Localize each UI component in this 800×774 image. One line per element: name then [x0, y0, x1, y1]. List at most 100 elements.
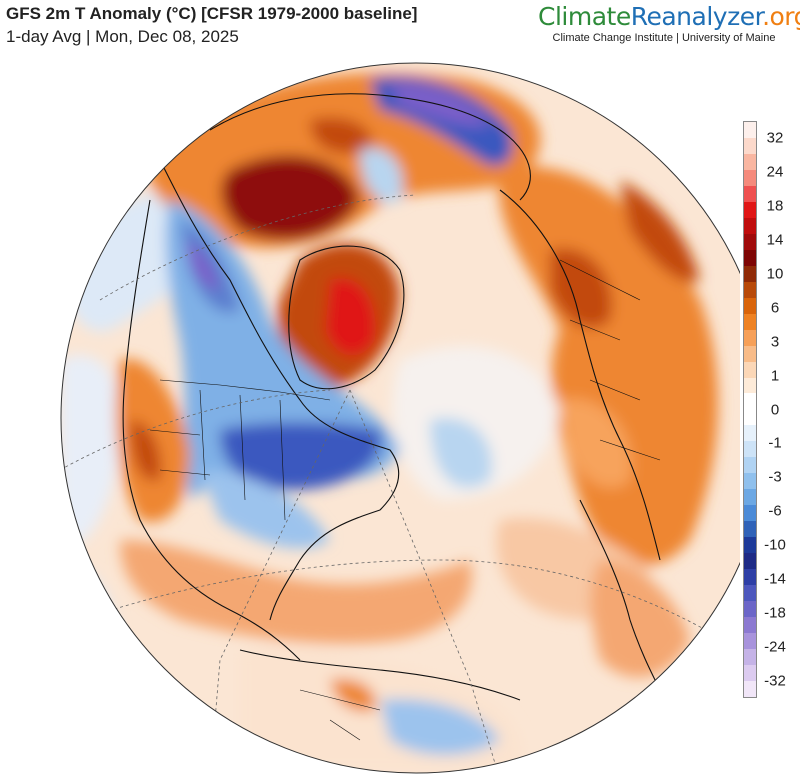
legend-swatch — [744, 377, 756, 394]
legend-swatch — [744, 137, 756, 154]
legend-swatch — [744, 153, 756, 170]
east-pacific-pale — [61, 354, 122, 546]
legend-label: -10 — [764, 536, 786, 554]
legend-swatch — [744, 473, 756, 490]
greenland-extreme-warm — [325, 278, 376, 357]
color-legend-bar — [743, 121, 757, 698]
brand-logo-part-climate: Climate — [538, 2, 631, 31]
middle-east-warm — [560, 398, 632, 489]
na-west-coast — [122, 199, 301, 661]
legend-label: 3 — [770, 333, 780, 351]
legend-swatch — [744, 537, 756, 554]
siberia-hot-2 — [310, 117, 372, 154]
legend-swatch — [744, 217, 756, 234]
us-canada-border — [159, 379, 331, 401]
political-borders — [149, 259, 661, 741]
legend-swatch — [744, 122, 756, 138]
legend-label: -6 — [768, 502, 782, 520]
south-america-cool — [380, 699, 500, 755]
legend-swatch — [744, 185, 756, 202]
legend-swatch — [744, 393, 756, 410]
legend-swatch — [744, 361, 756, 378]
legend-label: -14 — [764, 570, 786, 588]
legend-swatch — [744, 617, 756, 633]
legend-label: 24 — [766, 163, 784, 181]
yukon-extreme-cold — [185, 240, 220, 290]
us-southwest-hot — [130, 420, 161, 481]
legend-swatch — [744, 633, 756, 649]
legend-swatch — [744, 313, 756, 330]
north-atlantic-neutral — [392, 346, 560, 500]
legend-swatch — [744, 441, 756, 458]
legend-swatch — [744, 169, 756, 186]
graticule-arc-3 — [79, 559, 740, 651]
legend-swatch — [744, 457, 756, 474]
graticule-meridian-1 — [349, 389, 501, 773]
great-lakes-very-cold — [220, 422, 382, 490]
ural-hot — [620, 180, 700, 282]
legend-swatch — [744, 409, 756, 426]
legend-label: 10 — [766, 265, 784, 283]
legend-swatch — [744, 664, 756, 681]
brand-logo-part-org: .org — [762, 2, 800, 31]
legend-swatch — [744, 489, 756, 506]
brand-logo[interactable]: ClimateReanalyzer.org — [538, 2, 800, 31]
legend-swatch — [744, 569, 756, 586]
legend-label: 0 — [770, 401, 780, 418]
south-america-borders — [299, 689, 381, 741]
central-europe-hot — [550, 248, 612, 329]
legend-swatch — [744, 680, 756, 697]
color-legend-labels: 32 24 18 14 10 6 3 1 0 -1 -3 -6 -10 -14 -18 -24 -32 — [761, 121, 797, 698]
legend-label: 1 — [770, 367, 780, 385]
tropics-warm — [120, 540, 472, 644]
brand-subtitle: Climate Change Institute | University of… — [552, 32, 776, 44]
legend-label: 18 — [766, 197, 784, 215]
africa-coast — [579, 499, 661, 691]
legend-label: -32 — [764, 672, 786, 690]
eurasia-borders — [559, 259, 661, 461]
map-title: GFS 2m T Anomaly (°C) [CFSR 1979-2000 ba… — [6, 4, 418, 23]
siberia-coast — [209, 93, 531, 201]
legend-label: -3 — [768, 468, 782, 486]
south-america-warm-spot — [330, 679, 376, 712]
mid-atlantic-cool — [430, 418, 492, 488]
legend-label: -18 — [764, 604, 786, 622]
legend-label: 14 — [766, 231, 784, 249]
africa-warm — [590, 560, 690, 678]
east-siberia-hot — [221, 155, 360, 240]
legend-label: -24 — [764, 638, 786, 656]
legend-swatch — [744, 265, 756, 282]
legend-swatch — [744, 329, 756, 346]
us-south-cool — [200, 470, 330, 549]
legend-swatch — [744, 585, 756, 602]
brand-block[interactable]: ClimateReanalyzer.org Climate Change Ins… — [538, 2, 800, 44]
legend-swatch — [744, 297, 756, 314]
legend-swatch — [744, 201, 756, 218]
legend-swatch — [744, 521, 756, 538]
legend-swatch — [744, 425, 756, 442]
legend-swatch — [744, 648, 756, 665]
legend-swatch — [744, 249, 756, 266]
legend-swatch — [744, 345, 756, 362]
coastlines — [122, 93, 661, 701]
brand-logo-part-reanalyzer: Reanalyzer — [630, 2, 763, 31]
legend-swatch — [744, 553, 756, 570]
legend-swatch — [744, 505, 756, 522]
graticule-arc-1 — [99, 194, 417, 301]
globe-map — [60, 62, 740, 774]
graticule-arc-2 — [61, 389, 331, 471]
arctic-cool-patch — [360, 148, 403, 203]
legend-swatch — [744, 601, 756, 618]
anomaly-field — [61, 63, 740, 773]
greenland-coast — [288, 245, 405, 390]
europe-coast — [499, 189, 661, 561]
legend-label: 6 — [770, 299, 780, 317]
us-state-lines — [149, 389, 286, 521]
legend-label: -1 — [768, 434, 782, 452]
map-subtitle: 1-day Avg | Mon, Dec 08, 2025 — [6, 27, 239, 46]
legend-swatch — [744, 281, 756, 298]
legend-swatch — [744, 233, 756, 250]
globe-outline — [60, 62, 740, 774]
south-america-coast — [239, 649, 521, 701]
na-east-coast — [159, 159, 400, 621]
